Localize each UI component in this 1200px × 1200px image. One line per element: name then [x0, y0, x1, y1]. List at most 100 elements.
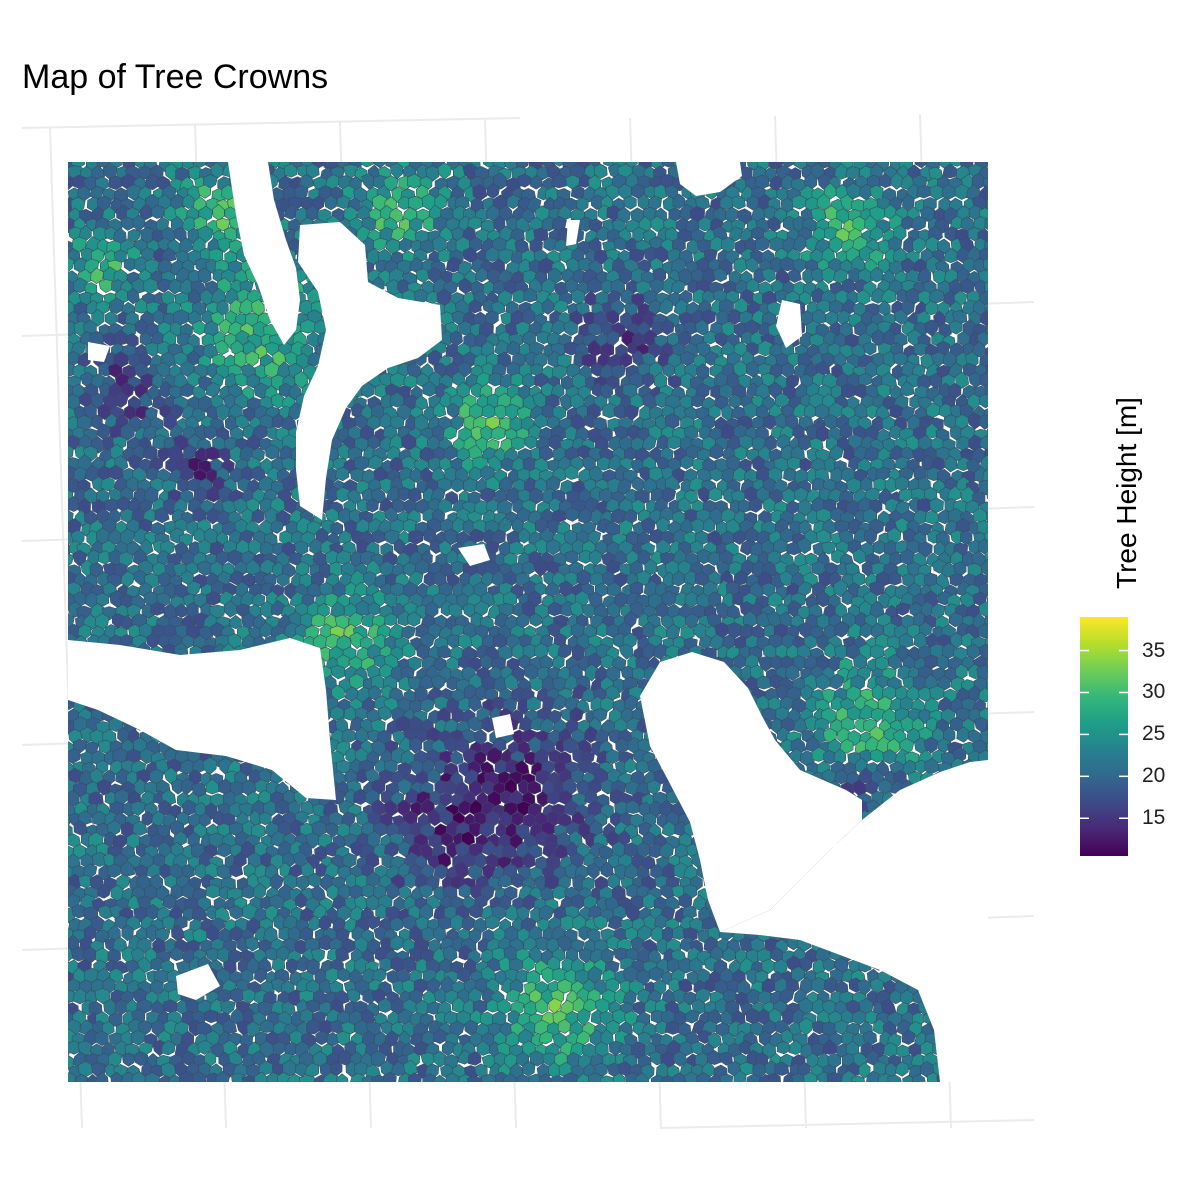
- tree-crown: [68, 753, 70, 762]
- tree-crown: [271, 413, 285, 429]
- tree-crown: [68, 210, 70, 220]
- tree-crown: [845, 182, 861, 200]
- tree-crown: [985, 659, 988, 670]
- tree-crown: [757, 340, 773, 357]
- tree-crown: [98, 279, 114, 293]
- tree-crown: [888, 424, 903, 440]
- tree-crown: [727, 308, 742, 325]
- tree-crown: [48, 740, 62, 754]
- tree-crown: [54, 226, 68, 240]
- tree-crown: [563, 341, 579, 356]
- tree-crown: [360, 162, 374, 168]
- tree-crown: [49, 490, 62, 505]
- tree-crown: [768, 162, 783, 170]
- tree-crown: [993, 334, 1006, 350]
- tree-crown: [864, 214, 878, 232]
- tree-crown: [588, 549, 603, 566]
- tree-crown: [985, 364, 988, 376]
- tree-crown: [450, 560, 465, 575]
- tree-crown: [271, 393, 286, 409]
- tree-crown: [993, 208, 1006, 222]
- tree-crown: [536, 330, 551, 345]
- tree-crown: [383, 175, 399, 192]
- tree-crown: [823, 182, 837, 200]
- tree-crown: [828, 236, 843, 254]
- tree-crown: [217, 237, 232, 254]
- tree-crown: [985, 198, 988, 210]
- tree-crown: [991, 583, 1004, 598]
- tree-crown: [563, 319, 578, 336]
- tree-crown: [50, 612, 63, 629]
- tree-crown: [50, 258, 63, 272]
- tree-crown: [49, 238, 63, 253]
- tree-crown: [408, 529, 424, 545]
- tree-crown: [54, 480, 67, 494]
- tree-crown: [538, 257, 554, 274]
- tree-crown: [68, 774, 69, 778]
- tree-crown: [788, 268, 802, 283]
- tree-crown: [992, 645, 1005, 660]
- tree-crown: [631, 183, 646, 199]
- tree-crown: [990, 541, 1002, 556]
- tree-crown: [986, 428, 988, 438]
- tree-crown: [978, 393, 988, 409]
- tree-crown: [49, 698, 63, 713]
- tree-crown: [718, 299, 734, 314]
- tree-crown: [543, 236, 558, 252]
- tree-crown: [390, 415, 405, 430]
- tree-crown: [51, 468, 65, 484]
- tree-crown: [506, 340, 521, 356]
- tree-crown: [911, 215, 927, 231]
- tree-crown: [869, 184, 884, 201]
- tree-crown: [467, 216, 482, 230]
- tree-crown: [987, 701, 988, 711]
- tree-crown: [621, 329, 635, 347]
- tree-crown: [68, 712, 70, 721]
- tree-crown: [49, 760, 62, 774]
- tree-crown: [283, 163, 298, 178]
- tree-crown: [206, 591, 221, 606]
- tree-crown: [666, 435, 682, 450]
- tree-crown: [68, 174, 75, 191]
- tree-crown: [294, 371, 309, 389]
- tree-crown: [992, 605, 1004, 619]
- tree-crown: [744, 257, 760, 273]
- tree-crown: [797, 434, 813, 451]
- tree-crown: [510, 436, 526, 451]
- tree-crown: [276, 572, 290, 588]
- tree-crown: [994, 520, 1008, 534]
- tree-crown: [330, 664, 346, 680]
- tree-crown: [145, 173, 160, 191]
- tree-crown: [799, 290, 812, 306]
- tree-crown: [978, 413, 988, 430]
- tree-crown: [991, 269, 1005, 285]
- tree-crown: [992, 729, 1005, 744]
- tree-crown: [203, 425, 218, 441]
- tree-crown: [49, 176, 63, 191]
- tree-crown: [986, 490, 988, 500]
- tree-crown: [619, 352, 633, 368]
- tree-crown: [215, 403, 231, 421]
- tree-crown: [468, 299, 482, 314]
- tree-crown: [982, 258, 988, 271]
- tree-crown: [68, 444, 74, 459]
- tree-crown: [991, 313, 1005, 326]
- tree-crown: [593, 163, 608, 180]
- tree-crown: [581, 353, 597, 368]
- tree-crown: [451, 414, 464, 431]
- tree-crown: [613, 236, 629, 251]
- tree-crown: [654, 391, 670, 408]
- tree-crown: [523, 287, 537, 303]
- tree-crown: [158, 380, 173, 399]
- tree-crown: [155, 362, 172, 378]
- tree-crown: [68, 169, 70, 178]
- tree-crown: [810, 162, 826, 180]
- tree-crown: [754, 236, 770, 252]
- tree-crown: [833, 268, 848, 284]
- tree-crown: [163, 412, 178, 431]
- tree-crown: [114, 391, 129, 408]
- tree-crown: [879, 173, 893, 189]
- tree-crown: [152, 434, 168, 450]
- tree-crown: [341, 728, 357, 743]
- tree-crown: [992, 666, 1005, 681]
